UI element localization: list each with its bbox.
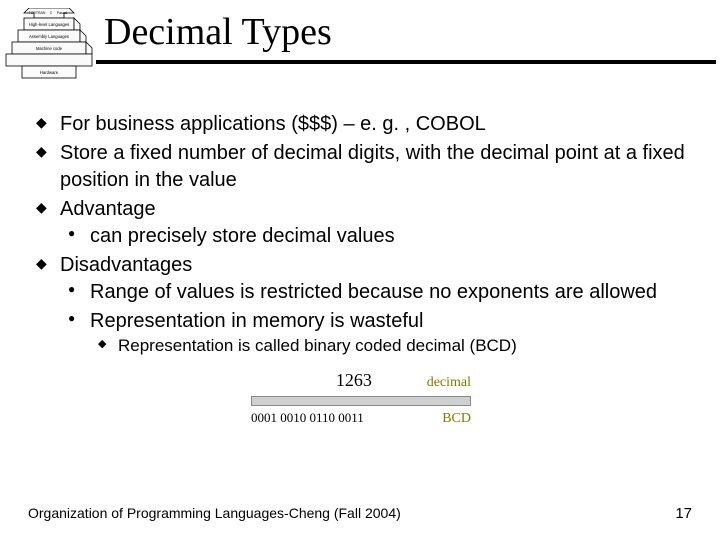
slide-footer: Organization of Programming Languages-Ch… <box>0 505 720 522</box>
bcd-binary-value: 0001 0010 0110 0011 <box>251 409 364 427</box>
pyramid-icon: High-level Languages Assembly Languages … <box>4 8 94 83</box>
bullet-text: Disadvantages <box>60 254 192 276</box>
bullet-item: Store a fixed number of decimal digits, … <box>32 140 690 194</box>
svg-text:Pascal: Pascal <box>57 11 68 15</box>
title-underline <box>96 60 716 64</box>
sub-sub-bullet-item: Representation is called binary coded de… <box>90 335 690 358</box>
bullet-item: For business applications ($$$) – e. g. … <box>32 111 690 138</box>
svg-text:High-level Languages: High-level Languages <box>29 22 70 27</box>
slide-content: For business applications ($$$) – e. g. … <box>0 83 720 429</box>
bullet-text: Representation in memory is wasteful <box>90 310 423 332</box>
sub-bullet-item: can precisely store decimal values <box>60 223 690 250</box>
bullet-text: Range of values is restricted because no… <box>90 281 657 303</box>
svg-text:Machine code: Machine code <box>36 46 63 51</box>
footer-text: Organization of Programming Languages-Ch… <box>28 505 401 521</box>
bcd-diagram: 1263 decimal 0001 0010 0110 0011 BCD <box>251 368 471 429</box>
sub-bullet-item: Range of values is restricted because no… <box>60 279 690 306</box>
slide-title: Decimal Types <box>104 10 332 54</box>
bullet-text: Representation is called binary coded de… <box>118 336 517 355</box>
page-number: 17 <box>675 505 692 522</box>
bullet-text: can precisely store decimal values <box>90 225 395 247</box>
svg-text:Hardware: Hardware <box>40 70 59 75</box>
bullet-text: For business applications ($$$) – e. g. … <box>60 113 486 135</box>
slide-header: High-level Languages Assembly Languages … <box>0 0 720 83</box>
bullet-text: Store a fixed number of decimal digits, … <box>60 142 685 191</box>
bcd-decimal-value: 1263 <box>336 368 372 392</box>
bcd-binary-label: BCD <box>442 410 471 429</box>
svg-text:Assembly Languages: Assembly Languages <box>29 34 69 39</box>
bcd-decimal-label: decimal <box>427 374 471 393</box>
svg-text:FORTRAN: FORTRAN <box>29 11 46 15</box>
bullet-item: Advantage can precisely store decimal va… <box>32 196 690 250</box>
bullet-text: Advantage <box>60 198 156 220</box>
bcd-memory-bar <box>251 396 471 406</box>
bullet-item: Disadvantages Range of values is restric… <box>32 252 690 358</box>
sub-bullet-item: Representation in memory is wasteful Rep… <box>60 308 690 358</box>
